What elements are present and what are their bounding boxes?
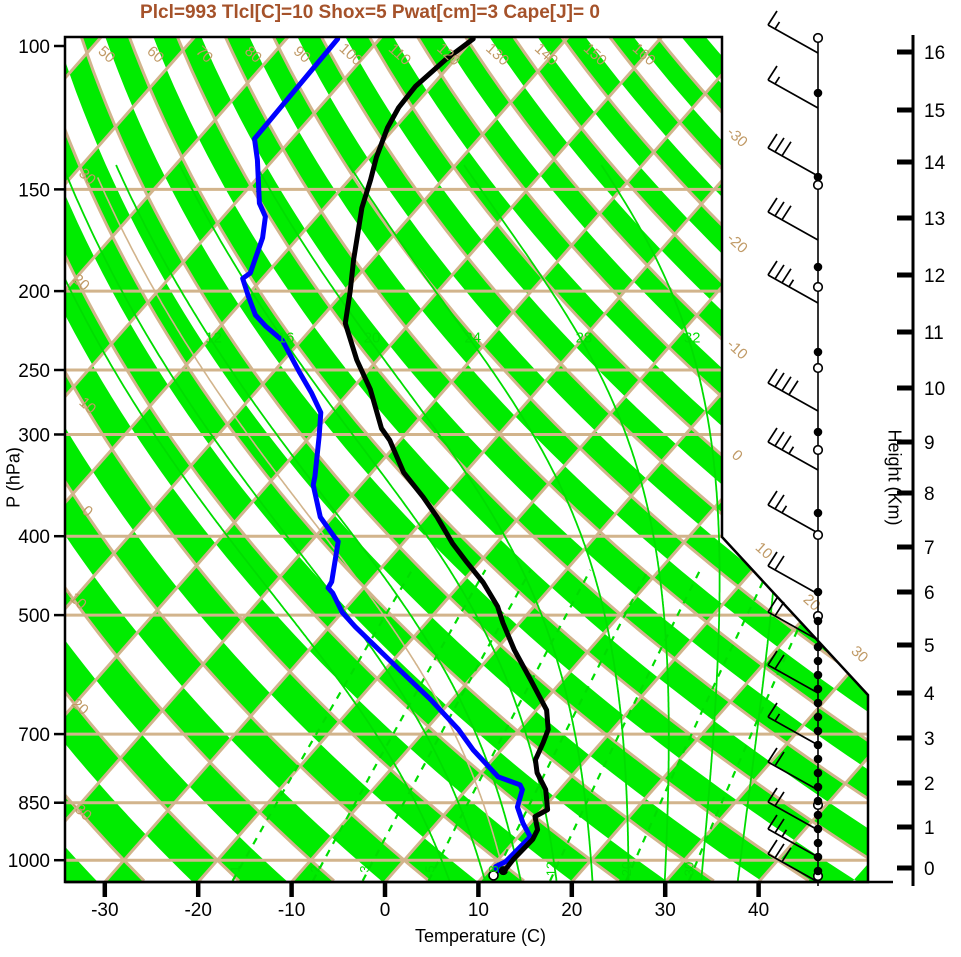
svg-text:8: 8: [924, 484, 935, 505]
svg-text:0: 0: [380, 900, 391, 921]
svg-text:0: 0: [924, 859, 935, 880]
svg-text:7: 7: [924, 538, 935, 559]
svg-text:40: 40: [748, 900, 769, 921]
svg-text:16: 16: [278, 329, 295, 346]
svg-text:14: 14: [924, 153, 946, 174]
svg-text:32: 32: [684, 329, 701, 346]
svg-text:11: 11: [924, 323, 944, 344]
svg-text:12: 12: [205, 329, 222, 346]
svg-text:3: 3: [924, 729, 935, 750]
height-axis-title: Height (Km): [884, 429, 905, 526]
chart-title: Plcl=993 Tlcl[C]=10 Shox=5 Pwat[cm]=3 Ca…: [140, 2, 600, 23]
svg-text:3: 3: [357, 865, 372, 872]
svg-text:20: 20: [619, 862, 634, 876]
svg-text:5: 5: [924, 636, 935, 657]
svg-text:300: 300: [18, 425, 50, 446]
svg-text:-10: -10: [278, 900, 305, 921]
svg-text:16: 16: [924, 43, 945, 64]
svg-text:200: 200: [18, 282, 50, 303]
svg-text:-20: -20: [723, 230, 750, 257]
svg-text:1: 1: [924, 818, 935, 839]
svg-text:20: 20: [364, 329, 381, 346]
svg-text:8: 8: [486, 865, 501, 872]
svg-text:12: 12: [924, 266, 945, 287]
svg-text:13: 13: [924, 209, 945, 230]
svg-text:15: 15: [924, 101, 945, 122]
pressure-axis-title: P (hPa): [3, 447, 24, 508]
svg-text:2: 2: [924, 774, 935, 795]
svg-text:850: 850: [18, 794, 50, 815]
svg-text:10: 10: [924, 379, 945, 400]
svg-text:6: 6: [924, 583, 935, 604]
svg-text:250: 250: [18, 361, 50, 382]
svg-text:5: 5: [423, 865, 438, 872]
temperature-axis-title: Temperature (C): [414, 926, 547, 946]
svg-text:150: 150: [18, 180, 50, 201]
svg-text:1: 1: [228, 865, 243, 872]
svg-text:2: 2: [308, 865, 323, 872]
svg-text:30: 30: [655, 900, 676, 921]
svg-text:0: 0: [728, 447, 746, 465]
svg-text:-10: -10: [723, 336, 750, 363]
svg-text:1000: 1000: [8, 851, 50, 872]
svg-text:9: 9: [924, 433, 935, 454]
svg-text:700: 700: [18, 725, 50, 746]
svg-text:500: 500: [18, 606, 50, 627]
svg-text:4: 4: [924, 684, 935, 705]
svg-text:24: 24: [464, 329, 481, 346]
svg-text:-30: -30: [723, 124, 750, 151]
svg-text:10: 10: [468, 900, 489, 921]
svg-text:400: 400: [18, 527, 50, 548]
svg-text:30: 30: [848, 643, 872, 667]
svg-text:30: 30: [681, 862, 696, 876]
svg-text:20: 20: [561, 900, 582, 921]
svg-text:100: 100: [18, 37, 50, 58]
svg-text:-20: -20: [184, 900, 211, 921]
svg-text:12: 12: [543, 862, 558, 876]
svg-text:-30: -30: [91, 900, 118, 921]
svg-text:28: 28: [576, 329, 593, 346]
